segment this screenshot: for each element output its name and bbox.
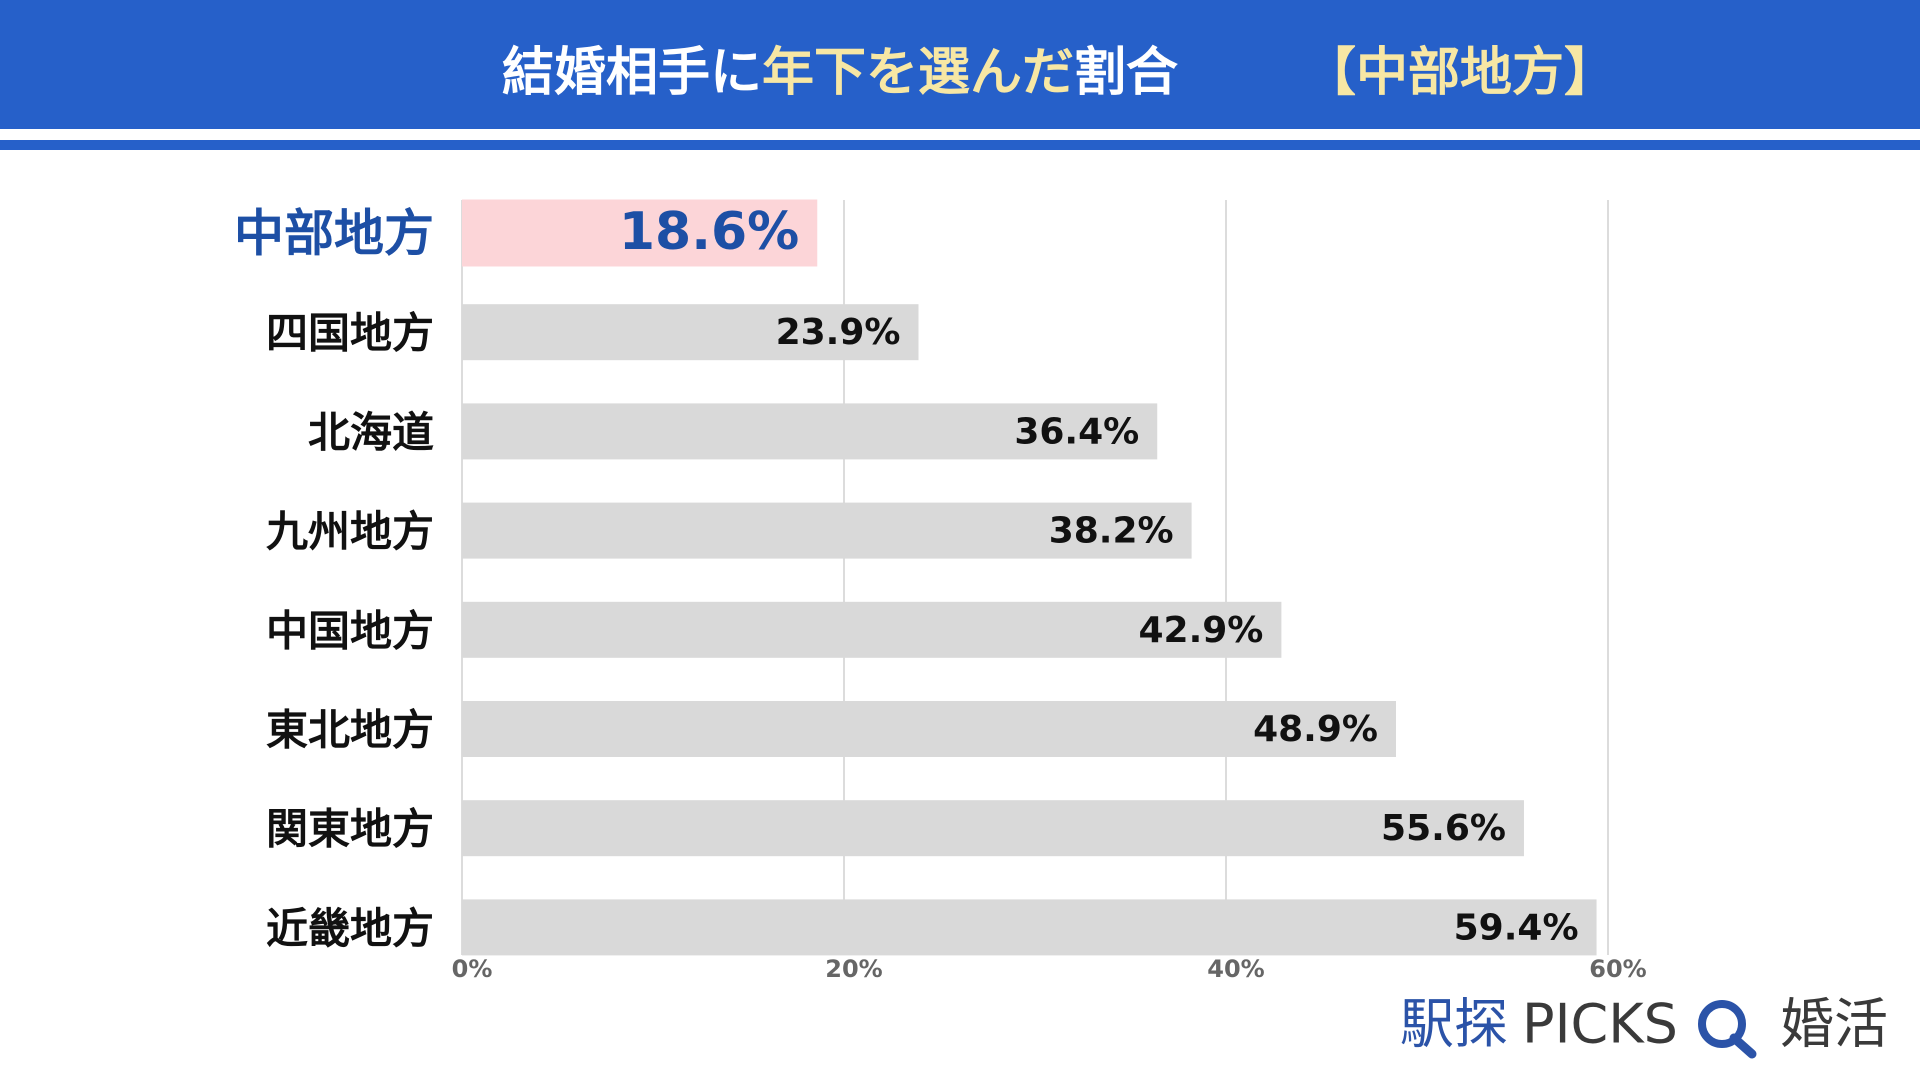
bar	[462, 601, 1282, 658]
chart-subtitle: 【中部地方】	[1304, 43, 1616, 103]
y-tick-label: 東北地方	[266, 706, 434, 755]
bar	[462, 403, 1158, 460]
logo: 駅探 PICKS 婚活	[1400, 993, 1888, 1059]
header-band	[0, 0, 1920, 129]
y-tick-label: 中国地方	[266, 606, 434, 655]
value-label: 59.4%	[1454, 907, 1579, 948]
logo-brand: 駅探	[1400, 993, 1508, 1056]
value-label: 18.6%	[619, 202, 799, 262]
bar	[462, 701, 1396, 757]
bar	[462, 800, 1524, 857]
y-tick-label: 北海道	[308, 408, 434, 457]
bar	[462, 502, 1192, 559]
header-stripe	[0, 140, 1920, 150]
value-label: 23.9%	[776, 312, 901, 353]
title-segment: 年下を選んだ	[762, 43, 1074, 103]
title-segment: 割合	[1074, 43, 1178, 103]
value-label: 42.9%	[1138, 610, 1263, 651]
y-tick-label: 中部地方	[234, 205, 434, 263]
x-tick-label: 60%	[1589, 955, 1646, 983]
x-tick-label: 20%	[825, 955, 882, 983]
y-tick-label: 関東地方	[266, 805, 434, 854]
y-tick-label: 九州地方	[266, 507, 434, 556]
logo-icon-handle	[1729, 1033, 1757, 1059]
y-tick-label: 近畿地方	[266, 904, 434, 953]
x-tick-label: 0%	[452, 955, 493, 983]
value-label: 36.4%	[1014, 411, 1139, 452]
logo-icon	[1698, 1000, 1746, 1048]
logo-service: 婚活	[1780, 993, 1888, 1056]
x-tick-label: 40%	[1207, 955, 1264, 983]
bar	[462, 899, 1597, 956]
title-segment: 結婚相手に	[502, 43, 762, 103]
value-label: 38.2%	[1049, 511, 1174, 552]
value-label: 55.6%	[1381, 808, 1506, 849]
bar	[462, 304, 919, 361]
bar	[462, 199, 818, 267]
value-label: 48.9%	[1253, 709, 1378, 750]
chart-title: 結婚相手に年下を選んだ割合	[502, 43, 1178, 103]
logo-name: PICKS	[1522, 993, 1678, 1056]
y-tick-label: 四国地方	[266, 309, 434, 358]
